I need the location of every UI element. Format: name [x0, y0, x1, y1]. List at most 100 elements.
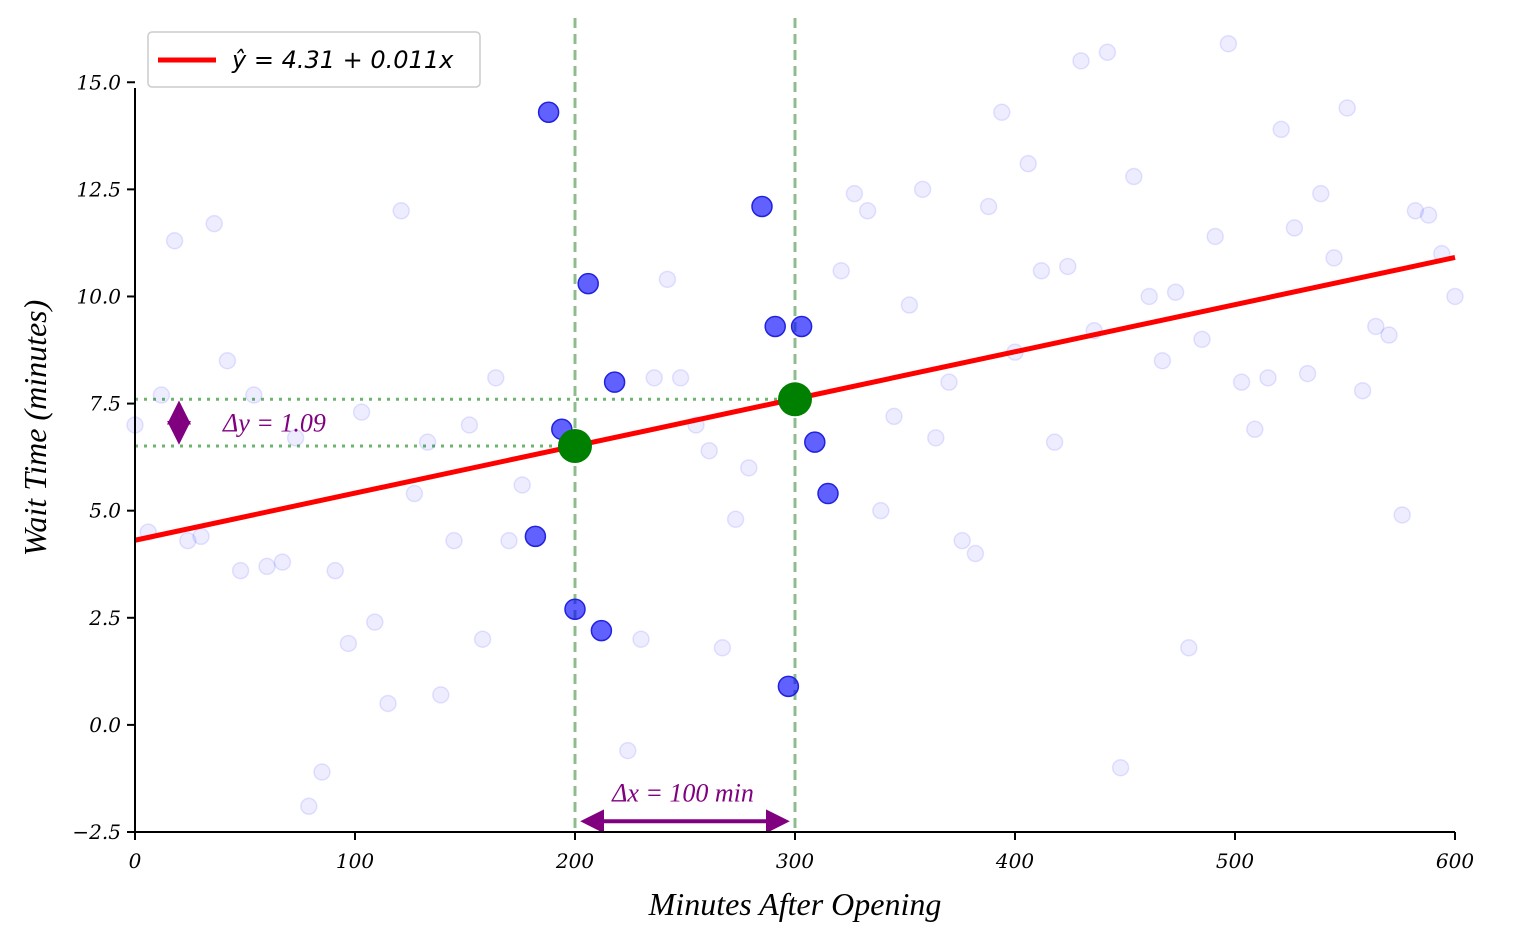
- faded-point: [1098, 43, 1117, 62]
- highlight-point: [564, 598, 586, 620]
- faded-point: [832, 262, 850, 280]
- y-tick-label: 7.5: [89, 392, 121, 416]
- faded-point: [1206, 227, 1224, 246]
- faded-point: [352, 403, 371, 421]
- y-tick-label: 10.0: [76, 284, 121, 308]
- faded-point: [713, 639, 732, 657]
- faded-point: [1325, 249, 1343, 267]
- highlight-point: [603, 371, 626, 393]
- faded-point: [445, 531, 463, 550]
- faded-point: [192, 527, 210, 546]
- faded-points-group: [126, 34, 1464, 816]
- faded-point: [966, 544, 985, 563]
- faded-point: [872, 501, 890, 520]
- y-tick-label: 0.0: [89, 713, 121, 737]
- faded-point: [1166, 283, 1185, 301]
- faded-point: [1111, 758, 1130, 777]
- axes: 0 100 200 300 400 500 600 −2.5 0.0 2.5 5.0 7.5 10.0 1…: [72, 70, 1474, 873]
- faded-point: [1019, 154, 1037, 173]
- x-tick-label: 0: [129, 849, 142, 873]
- faded-point: [1059, 257, 1077, 276]
- y-tick-label: −2.5: [72, 820, 121, 844]
- faded-point: [885, 407, 903, 426]
- highlight-point: [790, 315, 813, 338]
- highlight-point: [751, 195, 773, 218]
- faded-point: [432, 686, 450, 704]
- faded-point: [205, 214, 223, 233]
- faded-point: [487, 369, 505, 387]
- faded-point: [366, 613, 384, 631]
- faded-point: [313, 763, 331, 781]
- x-tick-label: 500: [1216, 849, 1254, 873]
- reference-point: [558, 428, 592, 463]
- faded-point: [1072, 52, 1090, 70]
- y-tick-label: 15.0: [76, 70, 121, 94]
- faded-point: [1380, 326, 1398, 344]
- faded-point: [671, 369, 690, 387]
- faded-point: [900, 296, 919, 314]
- faded-point: [460, 416, 479, 434]
- faded-point: [405, 484, 424, 503]
- faded-point: [245, 386, 263, 404]
- highlight-point: [590, 619, 613, 642]
- y-tick-label: 12.5: [76, 177, 121, 201]
- faded-point: [1393, 506, 1411, 524]
- faded-point: [953, 531, 971, 550]
- faded-point: [726, 510, 745, 529]
- y-tick-label: 5.0: [89, 499, 121, 523]
- faded-point: [1259, 369, 1277, 387]
- x-tick-label: 600: [1436, 849, 1474, 873]
- faded-point: [1446, 287, 1464, 306]
- legend: ŷ = 4.31 + 0.011x: [147, 31, 481, 88]
- faded-point: [740, 459, 758, 477]
- faded-point: [1353, 381, 1372, 400]
- delta-x-label: Δx = 100 min: [611, 778, 754, 807]
- faded-point: [1153, 351, 1172, 370]
- reference-points-group: [558, 382, 812, 463]
- faded-point: [218, 351, 237, 370]
- faded-point: [1193, 330, 1211, 349]
- faded-point: [1140, 287, 1158, 306]
- faded-point: [165, 232, 184, 250]
- faded-point: [1180, 639, 1198, 657]
- reference-point: [778, 382, 812, 417]
- faded-point: [1406, 202, 1425, 220]
- highlight-point: [804, 431, 826, 453]
- faded-point: [339, 634, 358, 653]
- legend-frame: [147, 31, 481, 88]
- faded-point: [700, 441, 718, 460]
- faded-point: [993, 103, 1011, 122]
- faded-point: [1219, 34, 1238, 53]
- y-axis-title: Wait Time (minutes): [17, 300, 53, 557]
- faded-point: [300, 797, 318, 816]
- faded-point: [1032, 262, 1051, 280]
- faded-point: [473, 630, 492, 648]
- x-tick-label: 200: [555, 849, 594, 873]
- x-tick-label: 100: [336, 849, 374, 873]
- faded-point: [392, 202, 410, 220]
- faded-point: [1338, 99, 1356, 117]
- faded-point: [658, 270, 677, 289]
- delta-y-label: Δy = 1.09: [222, 409, 326, 438]
- faded-point: [979, 197, 998, 216]
- faded-point: [1419, 206, 1438, 224]
- faded-point: [379, 694, 397, 713]
- faded-point: [1367, 317, 1385, 336]
- highlight-point: [777, 675, 800, 698]
- faded-point: [513, 476, 531, 494]
- faded-point: [632, 630, 650, 648]
- faded-point: [326, 561, 344, 580]
- faded-point: [152, 386, 171, 404]
- faded-point: [273, 553, 292, 571]
- faded-point: [231, 561, 250, 580]
- legend-label: ŷ = 4.31 + 0.011x: [231, 46, 454, 74]
- faded-point: [927, 429, 945, 447]
- highlight-point: [537, 101, 560, 124]
- faded-point: [500, 531, 518, 550]
- faded-point: [1285, 219, 1304, 237]
- guide-lines: [135, 18, 797, 832]
- x-axis-title: Minutes After Opening: [648, 886, 942, 922]
- x-tick-label: 300: [776, 849, 814, 873]
- highlight-point: [764, 315, 786, 338]
